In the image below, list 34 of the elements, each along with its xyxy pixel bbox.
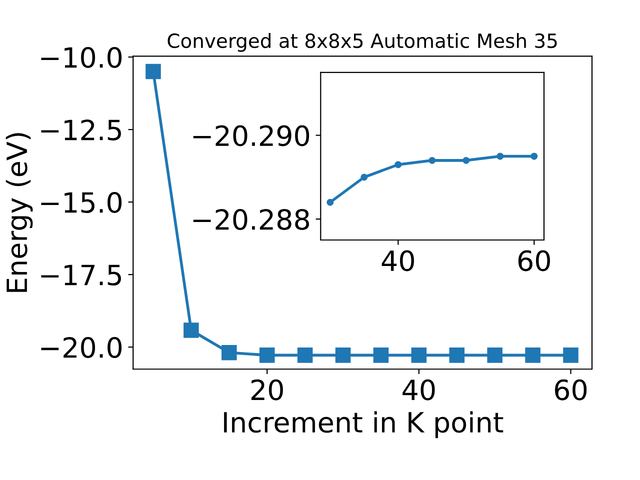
x-tick-label: 60 xyxy=(518,250,550,272)
point xyxy=(259,348,275,363)
point xyxy=(222,344,237,360)
y-tick-label: −12.5 xyxy=(41,119,121,140)
chart-title: Converged at 8x8x5 Automatic Mesh 35 xyxy=(168,33,557,52)
y-axis-title: Energy (eV) xyxy=(6,133,33,292)
point xyxy=(394,161,402,168)
point xyxy=(411,348,427,363)
point xyxy=(326,198,334,206)
x-tick-label: 60 xyxy=(555,379,587,400)
x-tick-label: 20 xyxy=(251,379,283,400)
y-tick-label: −10.0 xyxy=(41,46,122,68)
point xyxy=(184,322,199,338)
point xyxy=(146,64,161,80)
point xyxy=(525,348,540,363)
point xyxy=(428,156,436,164)
point xyxy=(563,348,578,363)
point xyxy=(373,348,389,363)
point xyxy=(360,174,368,181)
x-axis-title: Increment in K point xyxy=(224,411,504,438)
point xyxy=(487,348,502,363)
point xyxy=(530,152,538,160)
point xyxy=(297,348,313,363)
point xyxy=(335,348,351,363)
point xyxy=(496,152,504,160)
y-tick-label: −20.290 xyxy=(193,125,310,146)
x-tick-label: 40 xyxy=(382,250,414,272)
x-tick-label: 40 xyxy=(402,379,435,400)
y-tick-label: −20.0 xyxy=(41,337,122,358)
y-tick-label: −20.288 xyxy=(193,208,310,230)
point xyxy=(449,348,465,363)
y-tick-label: −15.0 xyxy=(41,192,122,213)
y-tick-label: −17.5 xyxy=(41,264,121,286)
point xyxy=(462,156,470,164)
